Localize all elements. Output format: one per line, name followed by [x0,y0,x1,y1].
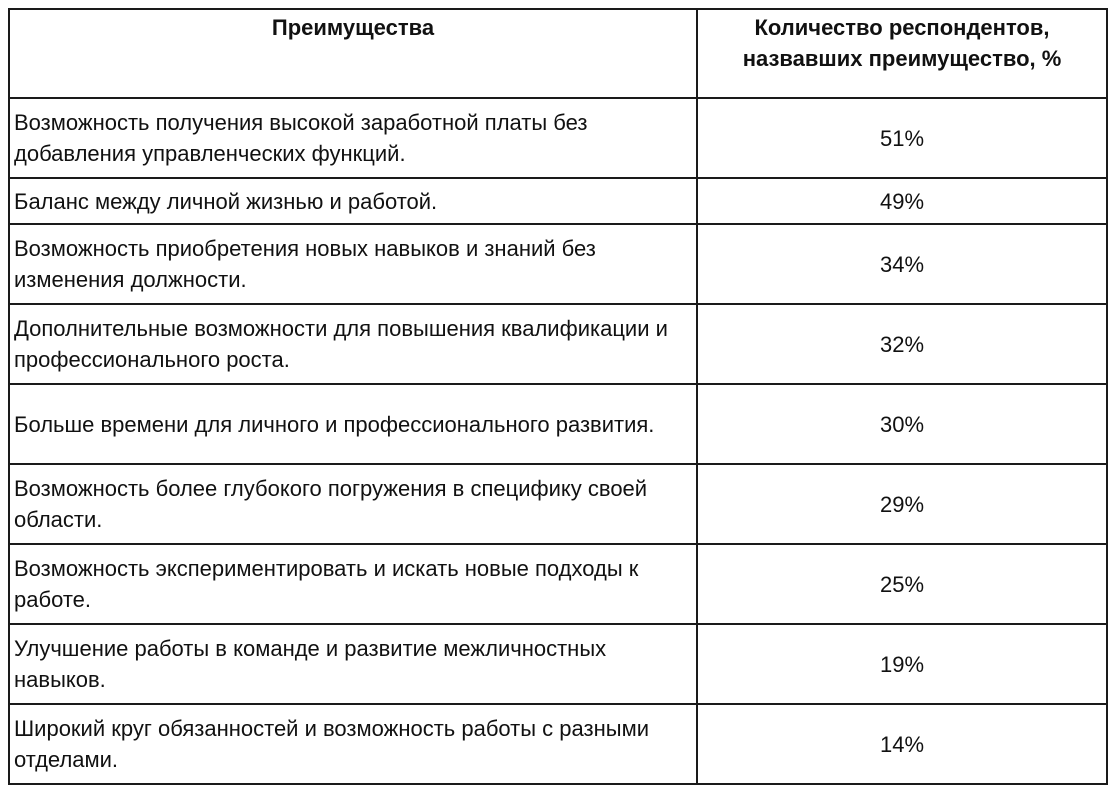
advantage-label: Дополнительные возможности для повышения… [8,303,698,385]
advantage-label: Возможность более глубокого погружения в… [8,463,698,545]
table-row: Дополнительные возможности для повышения… [8,303,1108,385]
advantage-percent: 51% [696,97,1108,179]
advantage-percent: 30% [696,383,1108,465]
advantage-percent: 14% [696,703,1108,785]
advantage-label: Улучшение работы в команде и развитие ме… [8,623,698,705]
header-advantages: Преимущества [8,8,698,99]
advantage-label: Возможность приобретения новых навыков и… [8,223,698,305]
table-row: Возможность более глубокого погружения в… [8,463,1108,545]
advantage-percent: 34% [696,223,1108,305]
document-page: Преимущества Количество респондентов, на… [8,8,1108,785]
table-row: Возможность приобретения новых навыков и… [8,223,1108,305]
header-respondents-percent: Количество респондентов, назвавших преим… [696,8,1108,99]
advantages-table: Преимущества Количество респондентов, на… [8,8,1108,785]
advantage-label: Возможность экспериментировать и искать … [8,543,698,625]
table-row: Баланс между личной жизнью и работой. 49… [8,177,1108,225]
table-header-row: Преимущества Количество респондентов, на… [8,8,1108,99]
advantage-label: Больше времени для личного и профессиона… [8,383,698,465]
table-row: Больше времени для личного и профессиона… [8,383,1108,465]
advantage-percent: 19% [696,623,1108,705]
advantage-label: Возможность получения высокой заработной… [8,97,698,179]
table-row: Широкий круг обязанностей и возможность … [8,703,1108,785]
advantage-label: Баланс между личной жизнью и работой. [8,177,698,225]
advantage-percent: 25% [696,543,1108,625]
advantage-percent: 29% [696,463,1108,545]
advantage-label: Широкий круг обязанностей и возможность … [8,703,698,785]
advantage-percent: 49% [696,177,1108,225]
table-row: Улучшение работы в команде и развитие ме… [8,623,1108,705]
table-row: Возможность экспериментировать и искать … [8,543,1108,625]
advantage-percent: 32% [696,303,1108,385]
table-row: Возможность получения высокой заработной… [8,97,1108,179]
